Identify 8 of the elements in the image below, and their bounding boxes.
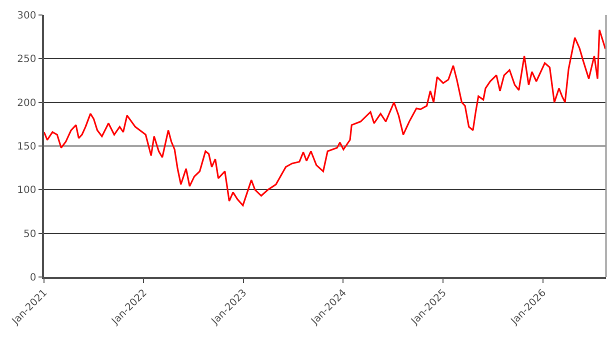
line-series (44, 29, 606, 206)
y-tick-label: 300 (17, 10, 36, 22)
y-tick-label: 50 (24, 228, 36, 240)
y-tick-label: 0 (30, 272, 36, 284)
y-tick-label: 100 (17, 185, 36, 196)
y-tick-label: 200 (17, 98, 36, 109)
y-tick-label: 250 (17, 54, 36, 66)
y-tick-label: 150 (17, 142, 36, 152)
